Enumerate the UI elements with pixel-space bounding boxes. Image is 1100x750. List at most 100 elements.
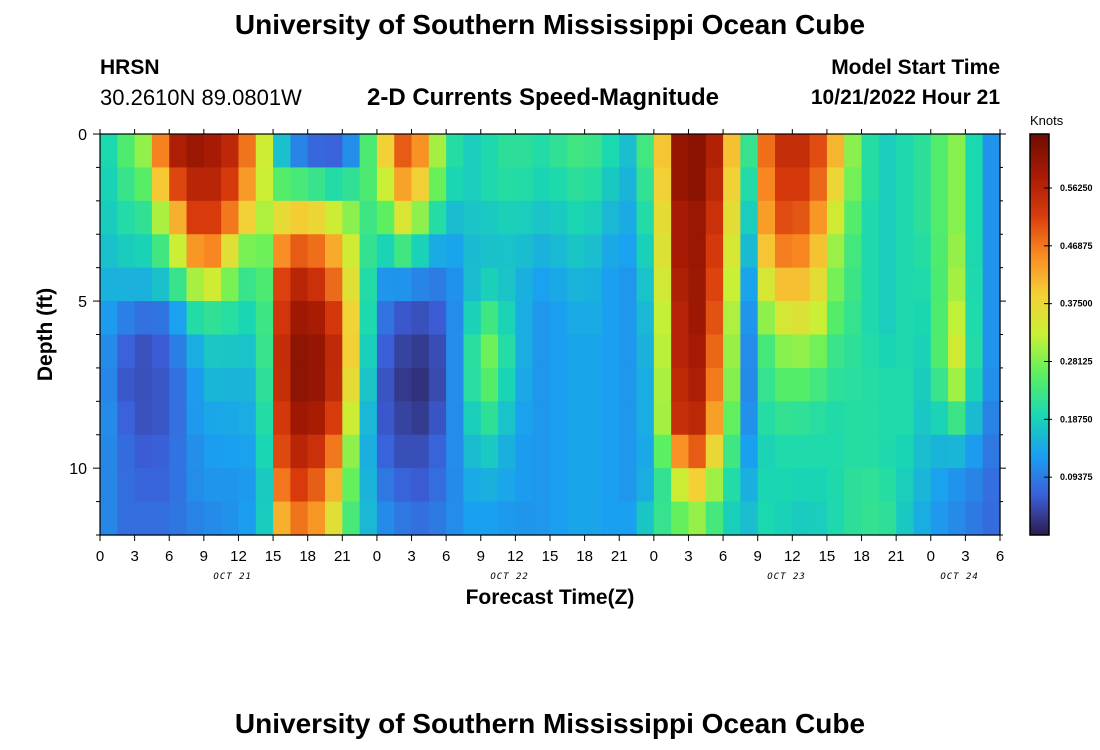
x-tick-label: 6 bbox=[165, 548, 173, 565]
heatmap-cell bbox=[342, 334, 361, 369]
heatmap-cell bbox=[376, 134, 395, 169]
heatmap-cell bbox=[757, 134, 776, 169]
heatmap-cell bbox=[861, 267, 880, 302]
heatmap-cell bbox=[169, 501, 188, 536]
heatmap-cell bbox=[619, 434, 638, 469]
heatmap-cell bbox=[809, 200, 828, 235]
heatmap-cell bbox=[532, 367, 551, 402]
heatmap-cell bbox=[463, 167, 482, 202]
heatmap-cell bbox=[948, 267, 966, 302]
heatmap-cell bbox=[619, 200, 638, 235]
heatmap-cell bbox=[965, 167, 984, 202]
heatmap-cell bbox=[826, 334, 845, 369]
heatmap-cell bbox=[653, 200, 672, 235]
heatmap-cell bbox=[844, 468, 863, 503]
heatmap-cell bbox=[255, 134, 274, 169]
heatmap-cell bbox=[238, 501, 257, 536]
colorbar-tick-label: 0.37500 bbox=[1060, 299, 1093, 309]
heatmap-cell bbox=[480, 401, 499, 436]
heatmap-cell bbox=[723, 301, 741, 336]
heatmap-cell bbox=[325, 434, 343, 469]
station-coordinates: 30.2610N 89.0801W bbox=[100, 85, 302, 110]
heatmap-cell bbox=[723, 200, 741, 235]
heatmap-cell bbox=[273, 301, 291, 336]
heatmap-cell bbox=[498, 267, 516, 302]
heatmap-cell bbox=[567, 234, 586, 269]
heatmap-cell bbox=[809, 267, 828, 302]
heatmap-cell bbox=[619, 134, 638, 169]
heatmap-cell bbox=[896, 401, 915, 436]
heatmap-cell bbox=[740, 401, 759, 436]
heatmap-cell bbox=[671, 301, 690, 336]
heatmap-cell bbox=[878, 200, 897, 235]
heatmap-cell bbox=[515, 501, 534, 536]
heatmap-cell bbox=[532, 267, 551, 302]
heatmap-cell bbox=[965, 267, 984, 302]
heatmap-cell bbox=[861, 367, 880, 402]
x-tick-label: 6 bbox=[996, 548, 1004, 565]
heatmap-cell bbox=[930, 401, 949, 436]
heatmap-cell bbox=[238, 468, 257, 503]
heatmap-cell bbox=[203, 134, 222, 169]
heatmap-cell bbox=[446, 134, 465, 169]
heatmap-cell bbox=[948, 167, 966, 202]
heatmap-cell bbox=[498, 334, 516, 369]
heatmap-cell bbox=[740, 468, 759, 503]
heatmap-cell bbox=[151, 200, 170, 235]
heatmap-cell bbox=[913, 200, 932, 235]
heatmap-cell bbox=[151, 401, 170, 436]
x-tick-label: 9 bbox=[200, 548, 208, 565]
heatmap-cell bbox=[757, 267, 776, 302]
heatmap-cell bbox=[151, 267, 170, 302]
heatmap-cell bbox=[238, 434, 257, 469]
heatmap-cell bbox=[671, 134, 690, 169]
heatmap-cell bbox=[844, 334, 863, 369]
heatmap-cell bbox=[307, 267, 326, 302]
heatmap-cell bbox=[792, 301, 811, 336]
heatmap-cell bbox=[446, 501, 465, 536]
x-tick-label: 12 bbox=[507, 548, 524, 565]
heatmap-cell bbox=[948, 434, 966, 469]
heatmap-cell bbox=[930, 501, 949, 536]
heatmap-cell bbox=[619, 367, 638, 402]
heatmap-cell bbox=[757, 334, 776, 369]
heatmap-cell bbox=[723, 434, 741, 469]
heatmap-cell bbox=[550, 401, 568, 436]
heatmap-cell bbox=[100, 468, 118, 503]
heatmap-cell bbox=[134, 434, 153, 469]
heatmap-cell bbox=[896, 134, 915, 169]
heatmap-cell bbox=[273, 334, 291, 369]
heatmap-cell bbox=[325, 267, 343, 302]
heatmap-cell bbox=[428, 234, 447, 269]
heatmap-cell bbox=[550, 167, 568, 202]
heatmap-cell bbox=[965, 401, 984, 436]
heatmap-cell bbox=[100, 401, 118, 436]
heatmap-cell bbox=[896, 234, 915, 269]
heatmap-cell bbox=[636, 301, 655, 336]
heatmap-cell bbox=[411, 434, 430, 469]
heatmap-cell bbox=[636, 200, 655, 235]
heatmap-cell bbox=[221, 434, 240, 469]
heatmap-cell bbox=[930, 367, 949, 402]
heatmap-cell bbox=[515, 401, 534, 436]
heatmap-cell bbox=[238, 367, 257, 402]
heatmap-cell bbox=[550, 501, 568, 536]
heatmap-cell bbox=[100, 134, 118, 169]
x-tick-label: 6 bbox=[442, 548, 450, 565]
heatmap-cell bbox=[203, 468, 222, 503]
heatmap-cell bbox=[913, 134, 932, 169]
heatmap-cell bbox=[532, 167, 551, 202]
heatmap-cell bbox=[342, 301, 361, 336]
heatmap-cell bbox=[636, 401, 655, 436]
heatmap-cell bbox=[982, 234, 1001, 269]
heatmap-cell bbox=[428, 200, 447, 235]
heatmap-cell bbox=[273, 468, 291, 503]
heatmap-cell bbox=[792, 468, 811, 503]
heatmap-cell bbox=[653, 367, 672, 402]
heatmap-cell bbox=[221, 134, 240, 169]
heatmap-cell bbox=[117, 134, 136, 169]
heatmap-cell bbox=[134, 401, 153, 436]
heatmap-cell bbox=[238, 301, 257, 336]
colorbar-tick-label: 0.09375 bbox=[1060, 472, 1093, 482]
heatmap-cell bbox=[151, 167, 170, 202]
